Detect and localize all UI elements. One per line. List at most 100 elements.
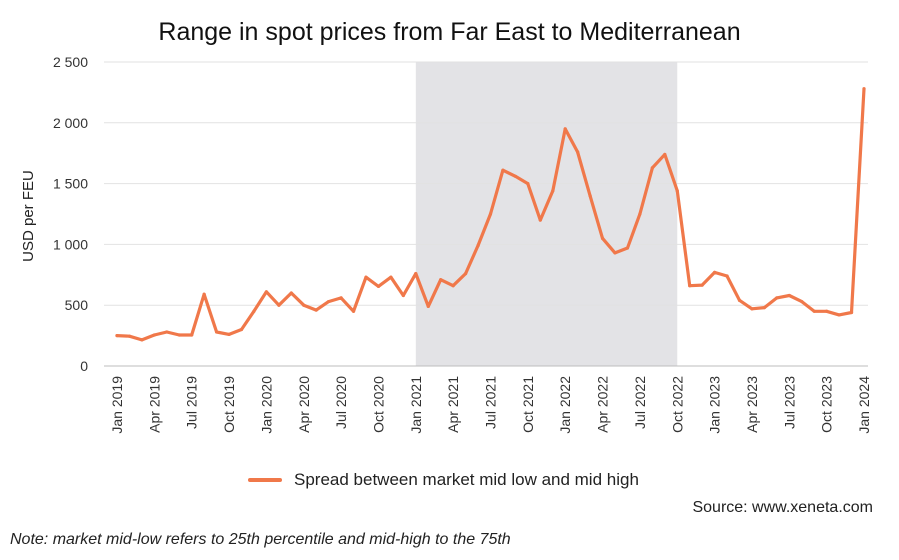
data-point: [190, 333, 194, 337]
x-tick-label: Jul 2023: [781, 376, 797, 429]
data-point: [775, 296, 779, 300]
highlight-region: [415, 62, 678, 366]
data-point: [849, 310, 854, 315]
data-point: [501, 168, 505, 172]
x-tick-label: Apr 2020: [296, 376, 312, 433]
footnote-body: : market mid-low refers to 25th percenti…: [43, 531, 511, 548]
data-point: [451, 284, 455, 288]
data-point: [526, 182, 530, 186]
x-tick-label: Apr 2023: [744, 376, 760, 433]
data-point: [152, 333, 156, 337]
data-point: [650, 166, 654, 170]
data-point: [140, 338, 144, 342]
footnote: Note: market mid-low refers to 25th perc…: [10, 531, 511, 549]
data-point: [177, 333, 181, 337]
data-point: [588, 194, 592, 198]
x-axis-ticks: Jan 2019 Apr 2019 Jul 2019 Oct 2019 Jan 2020…: [109, 376, 872, 434]
x-tick-label: Oct 2021: [520, 376, 536, 433]
y-tick-label: 2 000: [53, 115, 88, 131]
data-point: [862, 87, 866, 91]
data-point: [600, 236, 605, 240]
data-point: [227, 332, 231, 336]
data-point: [725, 274, 729, 278]
data-point: [264, 290, 268, 294]
data-point: [351, 309, 356, 313]
data-point: [700, 283, 704, 287]
y-tick-label: 0: [80, 358, 88, 374]
data-point: [488, 212, 493, 216]
x-tick-label: Jan 2021: [408, 376, 424, 434]
x-tick-label: Jan 2023: [707, 376, 723, 434]
x-tick-label: Apr 2022: [595, 376, 611, 433]
x-tick-label: Jul 2021: [483, 376, 499, 429]
data-point: [762, 306, 767, 310]
data-point: [675, 189, 679, 193]
data-point: [837, 313, 841, 317]
y-tick-label: 1 500: [53, 176, 88, 192]
data-point: [364, 275, 368, 279]
x-tick-label: Jul 2022: [632, 376, 648, 429]
data-point: [115, 334, 119, 338]
x-tick-label: Oct 2020: [370, 376, 386, 433]
chart-title: Range in spot prices from Far East to Me…: [158, 18, 741, 46]
x-tick-label: Jul 2019: [184, 376, 200, 429]
data-point: [688, 284, 692, 288]
legend-swatch: [248, 478, 282, 482]
x-tick-label: Jan 2024: [856, 376, 872, 434]
data-point: [339, 296, 343, 300]
x-tick-label: Oct 2022: [669, 376, 685, 433]
y-axis-ticks: 0 500 1 000 1 500 2 000 2 500: [53, 54, 88, 374]
data-point: [215, 330, 219, 334]
data-point: [401, 293, 405, 298]
data-point: [389, 275, 393, 279]
data-point: [302, 303, 306, 307]
data-point: [414, 271, 418, 276]
data-point: [563, 127, 567, 131]
data-point: [239, 327, 244, 332]
data-point: [202, 292, 206, 296]
x-tick-label: Oct 2023: [819, 376, 835, 433]
y-axis-label: USD per FEU: [20, 170, 37, 262]
data-point: [327, 299, 331, 304]
data-point: [439, 278, 443, 282]
data-point: [314, 308, 318, 312]
data-point: [613, 251, 617, 255]
source-note: Source: www.xeneta.com: [692, 499, 873, 516]
data-point: [127, 334, 132, 338]
data-point: [165, 330, 169, 334]
data-point: [750, 307, 754, 311]
data-points: [115, 87, 866, 342]
data-point: [625, 246, 630, 250]
data-point: [576, 150, 580, 154]
data-point: [538, 218, 542, 222]
x-tick-label: Apr 2021: [445, 376, 461, 433]
data-point: [812, 309, 816, 313]
x-tick-label: Jan 2022: [557, 376, 573, 434]
grid-lines: [104, 61, 868, 306]
data-point: [663, 152, 667, 157]
y-tick-label: 500: [65, 297, 89, 313]
data-point: [800, 299, 804, 304]
data-point: [551, 189, 555, 193]
data-point: [638, 212, 642, 216]
data-point: [464, 271, 468, 276]
data-point: [277, 303, 281, 307]
x-tick-label: Apr 2019: [146, 376, 162, 433]
data-point: [426, 304, 430, 309]
data-point: [737, 298, 742, 302]
data-point: [476, 244, 480, 248]
data-point: [289, 291, 293, 295]
y-tick-label: 1 000: [53, 236, 88, 252]
data-point: [513, 174, 518, 178]
x-tick-label: Jul 2020: [333, 376, 349, 429]
x-tick-label: Jan 2019: [109, 376, 125, 434]
data-point: [825, 309, 829, 313]
legend: Spread between market mid low and mid hi…: [248, 470, 639, 490]
data-point: [252, 309, 256, 313]
x-tick-label: Jan 2020: [258, 376, 274, 434]
legend-label: Spread between market mid low and mid hi…: [294, 470, 639, 489]
footnote-lead: Note: [10, 531, 44, 548]
x-tick-label: Oct 2019: [221, 376, 237, 433]
y-tick-label: 2 500: [53, 54, 88, 70]
data-point: [787, 293, 791, 298]
